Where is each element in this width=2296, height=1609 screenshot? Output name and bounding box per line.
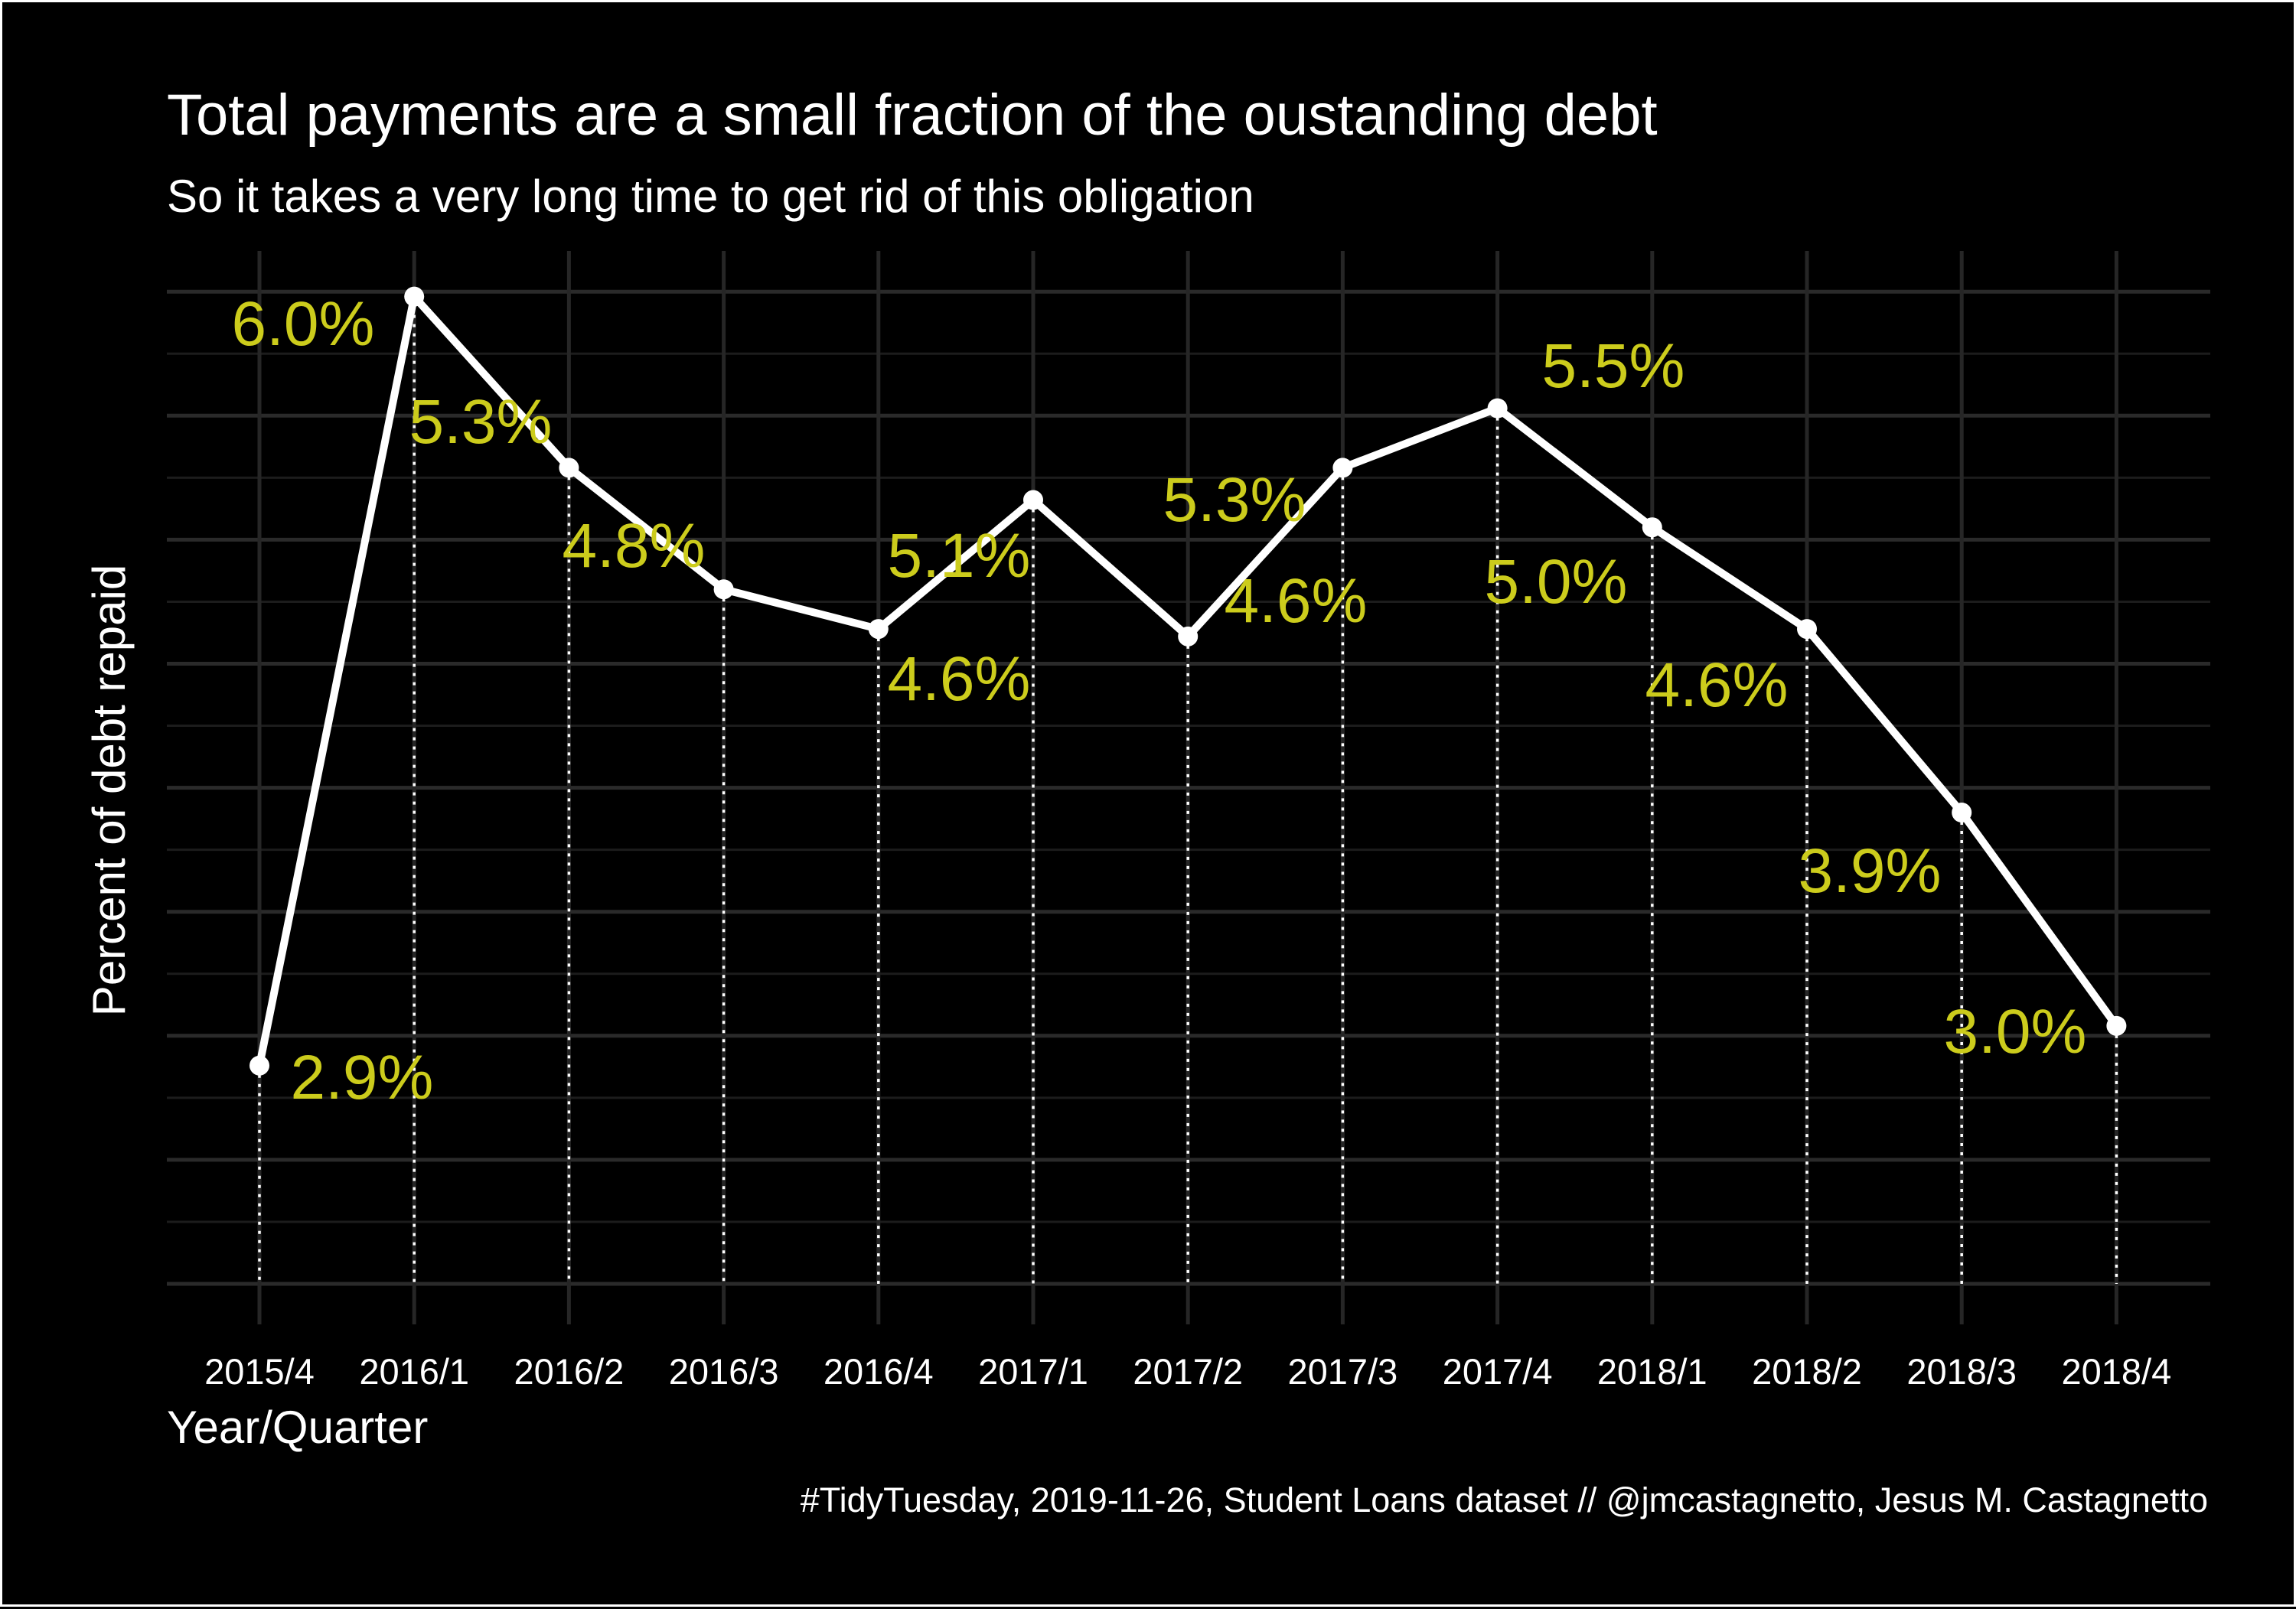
x-tick-label: 2015/4 <box>204 1351 315 1392</box>
data-label: 5.0% <box>1485 547 1628 617</box>
data-point <box>1952 803 1972 823</box>
chart-subtitle: So it takes a very long time to get rid … <box>167 171 1254 222</box>
data-label: 5.3% <box>1163 465 1306 535</box>
x-tick-label: 2017/2 <box>1133 1351 1243 1392</box>
data-label: 3.0% <box>1944 997 2087 1067</box>
data-labels: 2.9%6.0%5.3%4.8%4.6%5.1%4.6%5.3%5.5%5.0%… <box>232 289 2087 1112</box>
x-tick-label: 2018/3 <box>1906 1351 2017 1392</box>
data-label: 4.6% <box>888 644 1031 714</box>
x-tick-label: 2016/4 <box>823 1351 934 1392</box>
data-point <box>2106 1015 2127 1036</box>
data-point <box>868 619 889 640</box>
data-point <box>559 458 579 478</box>
chart-title: Total payments are a small fraction of t… <box>167 83 1658 148</box>
data-point <box>249 1055 269 1076</box>
data-label: 4.8% <box>563 511 706 581</box>
data-label: 5.5% <box>1542 331 1685 401</box>
x-axis-ticks: 2015/4 2016/1 2016/2 2016/3 2016/4 2017/1 2017… <box>204 1351 2171 1392</box>
y-axis-title: Percent of debt repaid <box>83 565 135 1016</box>
data-point <box>1487 398 1508 419</box>
data-points <box>249 286 2127 1076</box>
x-tick-label: 2016/3 <box>669 1351 779 1392</box>
x-tick-label: 2018/2 <box>1752 1351 1862 1392</box>
data-label: 5.1% <box>888 521 1031 591</box>
x-tick-label: 2016/2 <box>514 1351 625 1392</box>
x-tick-label: 2017/4 <box>1443 1351 1553 1392</box>
data-label: 6.0% <box>232 289 375 359</box>
data-label: 4.6% <box>1645 650 1789 720</box>
x-tick-label: 2017/1 <box>978 1351 1088 1392</box>
data-point <box>1178 626 1199 647</box>
data-point <box>404 286 425 307</box>
data-point <box>1797 619 1817 640</box>
chart-caption: #TidyTuesday, 2019-11-26, Student Loans … <box>801 1480 2208 1519</box>
x-tick-label: 2016/1 <box>359 1351 469 1392</box>
data-point <box>1642 517 1662 538</box>
data-label: 4.6% <box>1225 566 1368 636</box>
data-label: 5.3% <box>409 387 553 457</box>
data-label: 3.9% <box>1799 836 1942 906</box>
data-point <box>1023 490 1043 510</box>
x-axis-title: Year/Quarter <box>167 1402 428 1453</box>
data-point <box>713 579 734 600</box>
x-tick-label: 2017/3 <box>1288 1351 1398 1392</box>
x-tick-label: 2018/4 <box>2062 1351 2172 1392</box>
drop-lines <box>258 296 2118 1284</box>
data-point <box>1332 458 1353 478</box>
x-tick-label: 2018/1 <box>1597 1351 1707 1392</box>
data-label: 2.9% <box>291 1043 434 1112</box>
